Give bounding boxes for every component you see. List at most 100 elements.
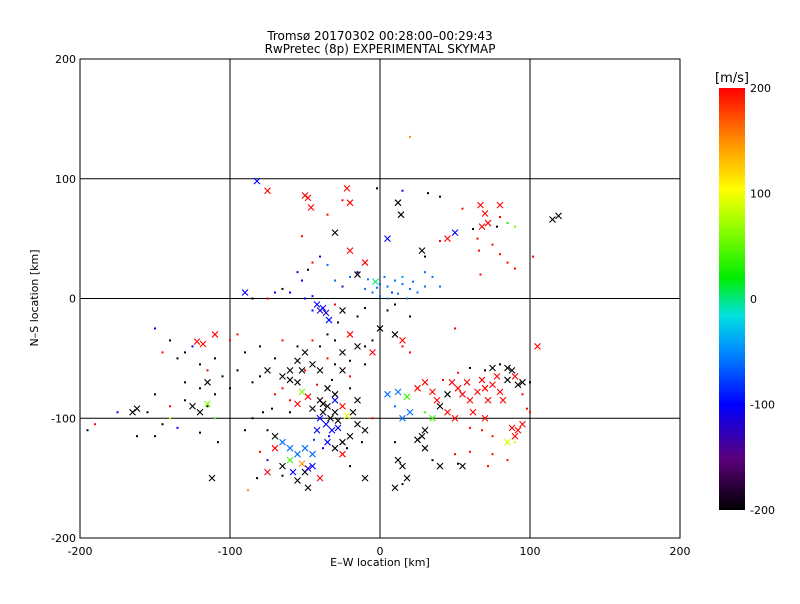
data-point-dot (154, 393, 156, 396)
data-point-cross (493, 372, 501, 380)
data-point-cross (433, 396, 441, 404)
data-point-dot (356, 315, 359, 318)
data-point-cross (454, 384, 462, 392)
data-point-dot (454, 327, 456, 330)
data-point-cross (349, 408, 357, 416)
data-point-dot (251, 381, 254, 384)
data-point-cross (286, 456, 294, 464)
data-point-cross (211, 331, 219, 338)
data-point-dot (461, 207, 464, 210)
data-point-dot (476, 237, 479, 240)
data-point-dot (442, 378, 444, 381)
data-point-cross (264, 468, 271, 476)
data-point-cross (334, 424, 342, 432)
data-point-dot (401, 483, 404, 486)
colorbar-tick-label: 0 (750, 293, 757, 306)
data-point-dot (526, 407, 528, 410)
data-point-cross (477, 201, 484, 209)
data-point-cross (391, 331, 399, 338)
data-point-dot (184, 399, 186, 402)
colorbar (719, 88, 745, 510)
data-point-dot (431, 275, 434, 278)
data-point-cross (324, 402, 331, 410)
data-point-dot (401, 189, 404, 192)
data-point-dot (499, 253, 501, 256)
data-point-dot (394, 279, 396, 282)
data-point-dot (514, 267, 516, 270)
data-point-dot (184, 381, 186, 384)
data-point-dot (304, 297, 306, 300)
data-point-dot (334, 363, 336, 366)
data-point-cross (394, 388, 402, 396)
data-point-cross (394, 456, 402, 464)
data-point-dot (316, 383, 318, 386)
data-point-cross (309, 450, 316, 458)
data-point-cross (301, 348, 309, 356)
data-point-cross (451, 229, 459, 237)
data-point-dot (259, 375, 261, 378)
data-point-dot (116, 411, 119, 414)
data-point-dot (424, 271, 426, 274)
data-point-cross (436, 402, 444, 410)
data-point-cross (504, 376, 511, 384)
x-tick-label: -200 (68, 545, 93, 558)
x-tick-label: -100 (218, 545, 243, 558)
data-point-cross (403, 393, 411, 401)
data-point-dot (206, 369, 209, 372)
data-point-cross (304, 194, 312, 202)
data-point-dot (247, 489, 249, 492)
data-point-dot (244, 351, 246, 354)
data-point-cross (459, 462, 466, 470)
data-point-dot (424, 411, 426, 414)
data-point-cross (406, 408, 414, 416)
data-point-dot (191, 345, 194, 348)
y-tick-label: 0 (69, 293, 76, 306)
axis-ticks: -200 -100 0 100 200 -200 -100 0 100 200 (51, 53, 690, 558)
data-point-dot (383, 275, 386, 278)
data-point-cross (549, 216, 556, 223)
data-point-cross (304, 484, 312, 492)
data-point-dot (266, 459, 269, 462)
data-point-dot (94, 423, 96, 426)
data-point-dot (472, 228, 474, 231)
data-point-dot (271, 407, 273, 410)
data-point-dot (491, 435, 494, 438)
data-point-dot (319, 255, 321, 258)
data-point-dot (161, 423, 164, 426)
data-point-dot (281, 387, 284, 390)
data-point-dot (214, 393, 216, 396)
data-points (86, 135, 562, 492)
data-point-dot (401, 275, 404, 278)
data-point-cross (444, 235, 451, 243)
data-point-dot (457, 371, 459, 374)
data-point-cross (481, 414, 489, 422)
data-point-dot (371, 417, 374, 420)
data-point-dot (322, 447, 324, 450)
data-point-dot (487, 465, 489, 468)
grid-lines (80, 59, 680, 538)
data-point-dot (401, 283, 404, 286)
data-point-cross (339, 366, 346, 374)
data-point-cross (204, 378, 211, 386)
data-point-cross (331, 396, 339, 404)
data-point-cross (298, 460, 306, 468)
data-point-dot (154, 327, 156, 330)
data-point-cross (339, 438, 346, 446)
data-point-dot (506, 222, 509, 225)
data-point-dot (491, 453, 494, 456)
data-point-dot (394, 303, 396, 306)
data-point-cross (448, 378, 456, 386)
data-point-dot (349, 465, 351, 468)
data-point-dot (491, 243, 494, 246)
data-point-dot (337, 321, 339, 324)
data-point-dot (259, 450, 261, 453)
data-point-cross (339, 307, 346, 314)
data-point-cross (436, 462, 444, 470)
data-point-cross (421, 378, 429, 386)
data-point-cross (496, 201, 504, 209)
data-point-cross (504, 438, 511, 446)
data-point-cross (444, 390, 451, 398)
data-point-cross (322, 309, 330, 317)
data-point-dot (136, 435, 138, 438)
